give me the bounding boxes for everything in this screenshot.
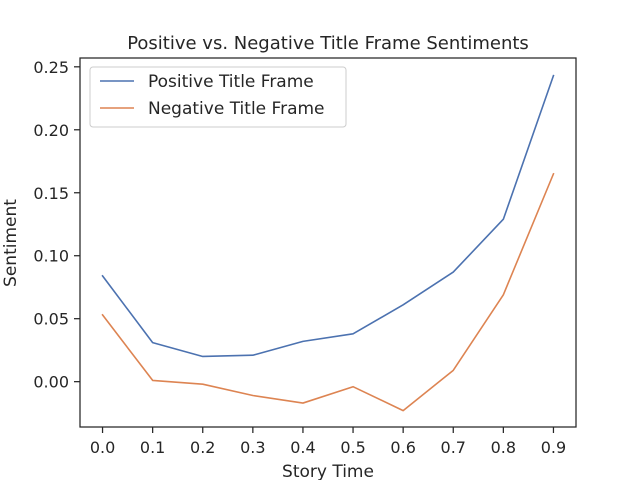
y-tick-label: 0.00 xyxy=(33,373,69,392)
plot-area xyxy=(79,57,577,428)
y-axis: 0.00 0.05 0.10 0.15 0.20 0.25 xyxy=(33,58,80,392)
y-tick-label: 0.10 xyxy=(33,247,69,266)
x-tick-label: 0.3 xyxy=(240,438,265,457)
x-tick-label: 0.1 xyxy=(140,438,165,457)
x-tick-label: 0.7 xyxy=(441,438,466,457)
legend-box xyxy=(89,66,347,128)
x-tick-label: 0.0 xyxy=(90,438,115,457)
x-tick-label: 0.5 xyxy=(340,438,365,457)
x-tick-label: 0.8 xyxy=(491,438,516,457)
legend-label: Positive Title Frame xyxy=(148,72,314,92)
y-tick-label: 0.25 xyxy=(33,58,69,77)
legend: Positive Title Frame Negative Title Frame xyxy=(89,66,347,128)
plot-frame xyxy=(79,57,577,428)
chart-title: Positive vs. Negative Title Frame Sentim… xyxy=(127,33,529,54)
series-line-positive xyxy=(101,74,555,358)
series-line-negative xyxy=(101,172,555,412)
y-tick-label: 0.15 xyxy=(33,184,69,203)
x-tick-label: 0.6 xyxy=(390,438,415,457)
x-tick-label: 0.2 xyxy=(190,438,215,457)
y-tick-label: 0.05 xyxy=(33,310,69,329)
x-axis-title: Story Time xyxy=(282,462,374,480)
x-axis: 0.0 0.1 0.2 0.3 0.4 0.5 0.6 0.7 0.8 0.9 xyxy=(90,427,566,457)
x-tick-label: 0.4 xyxy=(290,438,315,457)
y-axis-title: Sentiment xyxy=(1,199,21,287)
x-tick-label: 0.9 xyxy=(541,438,566,457)
legend-label: Negative Title Frame xyxy=(148,99,325,119)
y-tick-label: 0.20 xyxy=(33,121,69,140)
